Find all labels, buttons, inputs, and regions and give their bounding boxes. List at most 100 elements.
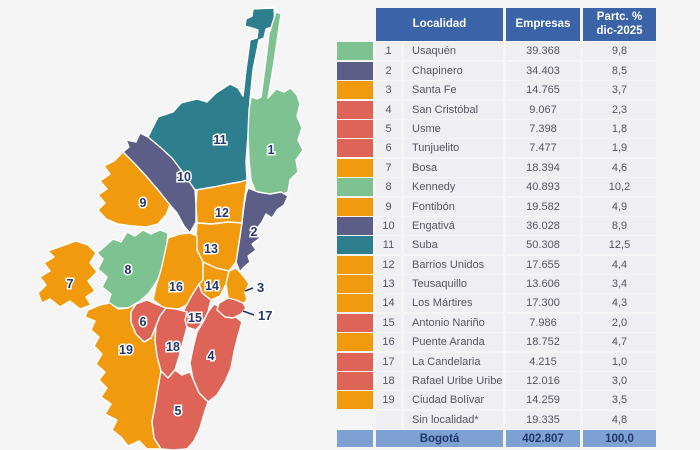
row-number: 10	[376, 216, 401, 235]
row-number: 16	[376, 333, 401, 352]
row-empresas-value: 14.765	[506, 81, 580, 100]
map-label-19-ciudad-bolivar: 19	[119, 343, 133, 357]
map-label-16-puente-aranda: 16	[169, 280, 183, 294]
row-partc-value: 4,9	[583, 197, 656, 216]
row-empresas-value: 7.477	[506, 139, 580, 158]
map-label-4-san-cristobal: 4	[208, 349, 215, 363]
row-partc-value: 10,2	[583, 178, 656, 197]
row-number: 8	[376, 178, 401, 197]
row-color-swatch	[337, 100, 373, 119]
row-number: 11	[376, 236, 401, 255]
row-empresas-value: 7.986	[506, 313, 580, 332]
row-empresas-value: 12.016	[506, 372, 580, 391]
map-label-8-kennedy: 8	[125, 263, 132, 277]
map-label-5-usme: 5	[175, 404, 182, 418]
row-color-swatch	[337, 139, 373, 158]
row-partc-value: 4,3	[583, 294, 656, 313]
row-partc-value: 2,3	[583, 100, 656, 119]
row-empresas-value: 13.606	[506, 275, 580, 294]
row-color-swatch	[337, 294, 373, 313]
row-locality-name: Fontibón	[404, 197, 503, 216]
row-partc-value: 3,7	[583, 81, 656, 100]
row-partc-value: 3,4	[583, 275, 656, 294]
map-label-6-tunjuelito: 6	[140, 315, 147, 329]
map-label-7-bosa: 7	[67, 277, 74, 291]
row-color-swatch	[337, 158, 373, 177]
row-empresas-value: 9.067	[506, 100, 580, 119]
row-color-swatch	[337, 372, 373, 391]
row-partc-value: 3,5	[583, 391, 656, 410]
row-color-swatch	[337, 197, 373, 216]
row-empresas-value: 17.655	[506, 255, 580, 274]
row-partc-value: 4,7	[583, 333, 656, 352]
row-locality-name: Ciudad Bolívar	[404, 391, 503, 410]
row-locality-name: Los Mártires	[404, 294, 503, 313]
map-callout-label-17: 17	[258, 308, 272, 323]
map-region-18-rafael-uribe	[154, 307, 188, 379]
map-label-10-engativa: 10	[177, 170, 191, 184]
column-header-empresas: Empresas	[506, 8, 580, 41]
row-number: 1	[376, 42, 401, 61]
row-color-swatch	[337, 42, 373, 61]
total-partc-value: 100,0	[583, 430, 656, 448]
total-color-swatch	[337, 430, 373, 448]
row-locality-name: Puente Aranda	[404, 333, 503, 352]
map-label-15-antonio-narino: 15	[188, 311, 202, 325]
row-empresas-value: 34.403	[506, 61, 580, 80]
map-region-15-antonio-narino	[179, 283, 212, 331]
row-number: 17	[376, 352, 401, 371]
row-number: 13	[376, 275, 401, 294]
map-label-12-barrios-unidos: 12	[215, 206, 229, 220]
map-label-11-suba: 11	[213, 133, 226, 147]
row-locality-name: Barrios Unidos	[404, 255, 503, 274]
row-locality-name: San Cristóbal	[404, 100, 503, 119]
map-region-5-usme	[151, 369, 209, 450]
row-color-swatch	[337, 333, 373, 352]
row-locality-name: Engativá	[404, 216, 503, 235]
row-partc-value: 2,0	[583, 313, 656, 332]
column-header-localidad: Localidad	[376, 8, 503, 41]
row-number	[376, 410, 401, 429]
row-partc-value: 1,8	[583, 119, 656, 138]
row-number: 12	[376, 255, 401, 274]
map-region-14-martires	[198, 261, 230, 301]
row-number: 18	[376, 372, 401, 391]
row-empresas-value: 18.394	[506, 158, 580, 177]
column-header-partc-line1: Partc. %	[596, 10, 643, 23]
map-callout-line-17	[242, 310, 255, 316]
row-number: 14	[376, 294, 401, 313]
row-number: 5	[376, 119, 401, 138]
row-color-swatch	[337, 391, 373, 410]
total-empresas-value: 402.807	[506, 430, 580, 448]
row-number: 7	[376, 158, 401, 177]
localities-table: Localidad Empresas Partc. % dic-2025 1 Us…	[337, 8, 656, 448]
row-number: 9	[376, 197, 401, 216]
row-empresas-value: 19.582	[506, 197, 580, 216]
map-label-2-chapinero: 2	[251, 225, 258, 239]
map-label-9-fontibon: 9	[140, 196, 147, 210]
map-callout-line-3	[244, 287, 254, 292]
map-region-9-fontibon	[97, 151, 171, 228]
row-locality-name: Bosa	[404, 158, 503, 177]
row-locality-name: Chapinero	[404, 61, 503, 80]
row-locality-name: Suba	[404, 236, 503, 255]
map-callout-label-3: 3	[257, 280, 264, 295]
row-locality-name: Santa Fe	[404, 81, 503, 100]
row-color-swatch	[337, 411, 373, 429]
row-partc-value: 12,5	[583, 236, 656, 255]
row-empresas-value: 19.335	[506, 410, 580, 429]
row-number: 6	[376, 139, 401, 158]
row-partc-value: 4,4	[583, 255, 656, 274]
row-locality-name: Tunjuelito	[404, 139, 503, 158]
row-empresas-value: 4.215	[506, 352, 580, 371]
row-locality-name: Sin localidad*	[404, 410, 503, 429]
row-empresas-value: 17.300	[506, 294, 580, 313]
row-partc-value: 1,9	[583, 139, 656, 158]
row-color-swatch	[337, 119, 373, 138]
row-number: 15	[376, 313, 401, 332]
header-swatch-spacer	[337, 8, 373, 41]
map-region-6-tunjuelito	[130, 299, 167, 343]
row-partc-value: 9,8	[583, 42, 656, 61]
row-color-swatch	[337, 275, 373, 294]
row-color-swatch	[337, 236, 373, 255]
